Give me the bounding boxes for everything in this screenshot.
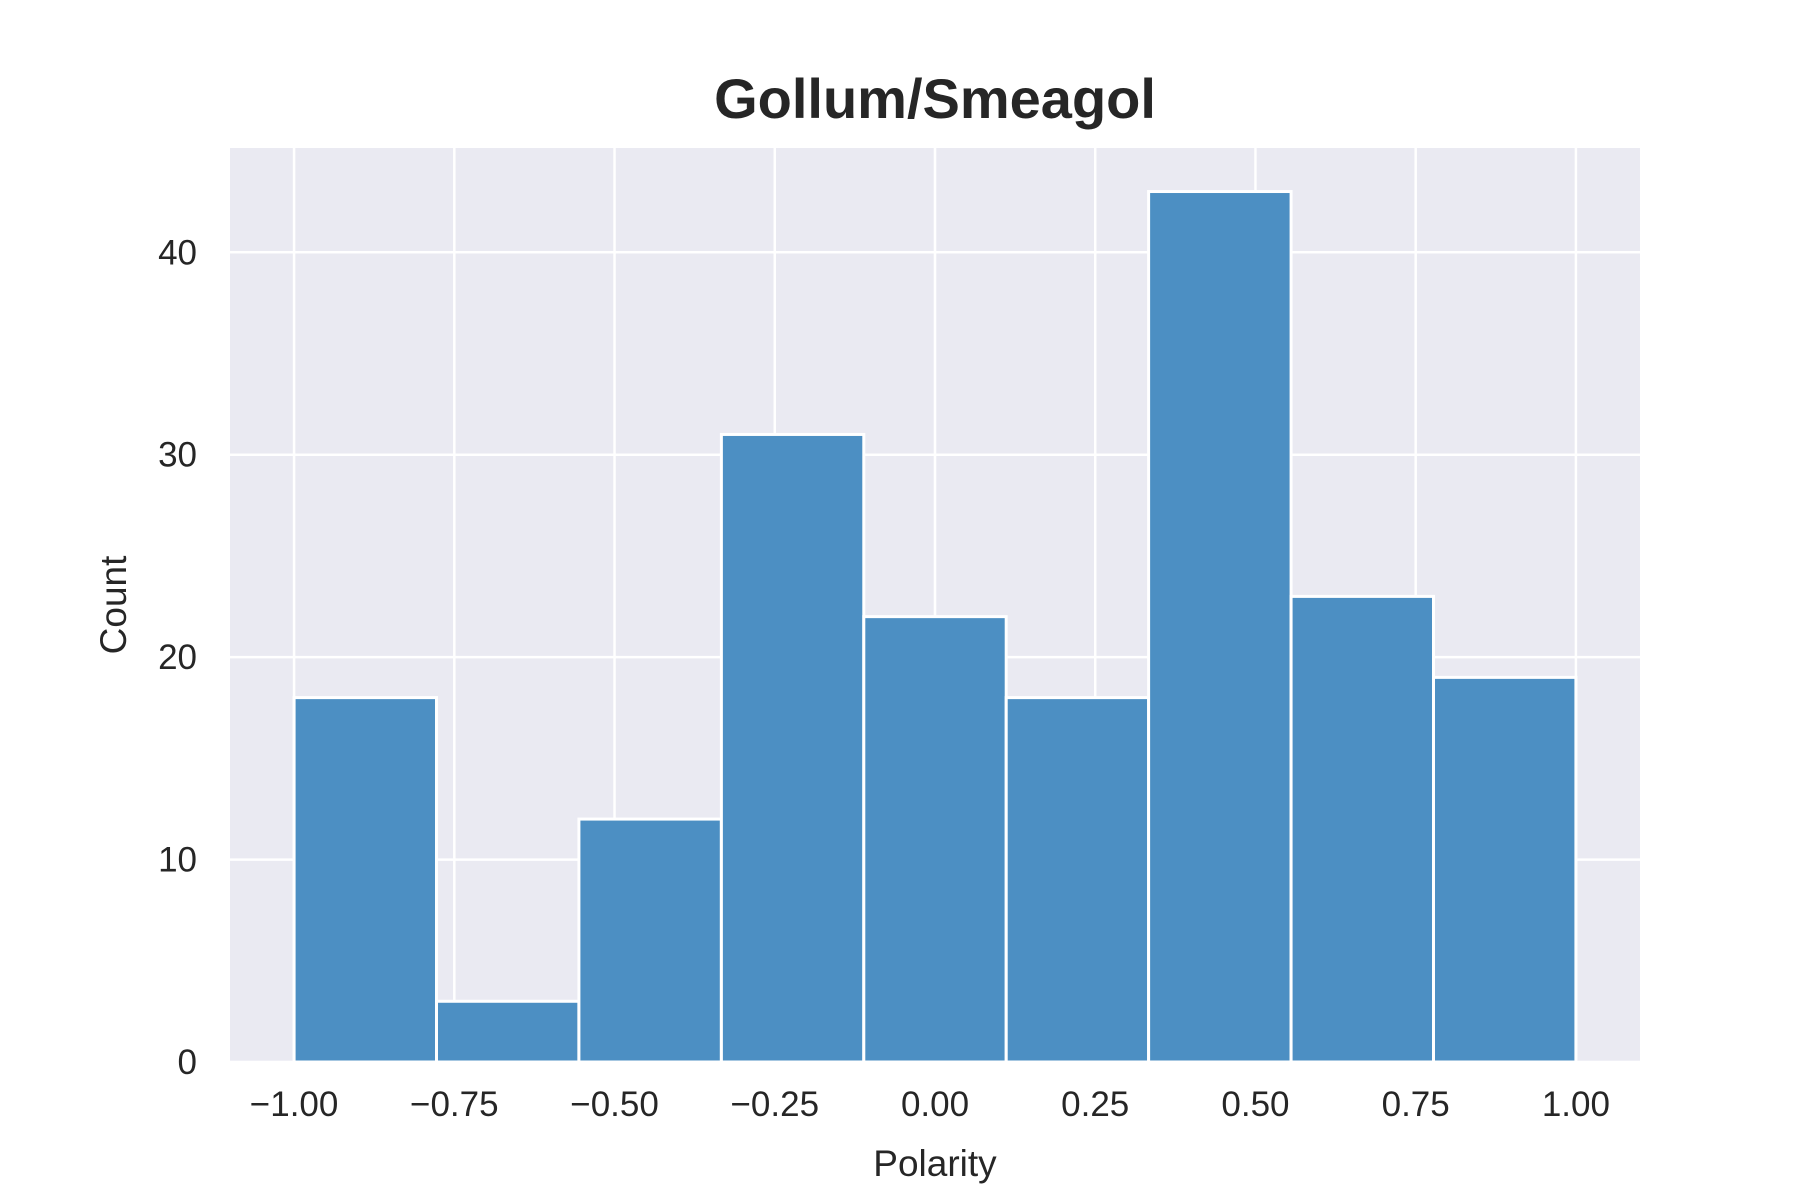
x-tick-label: −0.50 — [570, 1085, 659, 1124]
x-tick-label: −0.75 — [410, 1085, 499, 1124]
histogram-bar — [1289, 594, 1435, 1064]
y-tick-labels: 0 10 20 30 40 — [158, 233, 197, 1082]
y-tick-label: 30 — [158, 436, 197, 475]
histogram-bar — [1147, 190, 1293, 1064]
histogram-bar — [719, 432, 866, 1064]
y-tick-label: 20 — [158, 638, 197, 677]
bars — [292, 190, 1578, 1064]
x-tick-label: −0.25 — [730, 1085, 819, 1124]
x-tick-label: 0.75 — [1382, 1085, 1450, 1124]
x-tick-label: 0.25 — [1061, 1085, 1129, 1124]
x-tick-label: −1.00 — [250, 1085, 339, 1124]
y-tick-label: 40 — [158, 233, 197, 272]
histogram-bar — [1431, 675, 1578, 1064]
x-tick-labels: −1.00 −0.75 −0.50 −0.25 0.00 0.25 0.50 0.75 1.00 — [250, 1085, 1610, 1124]
y-tick-label: 0 — [178, 1043, 197, 1082]
histogram-bar — [1004, 696, 1151, 1064]
x-tick-label: 0.00 — [901, 1085, 969, 1124]
y-tick-label: 10 — [158, 841, 197, 880]
histogram-bar — [577, 817, 723, 1064]
histogram-bar — [292, 696, 439, 1064]
x-axis-label: Polarity — [873, 1143, 997, 1184]
histogram-bar — [862, 615, 1008, 1064]
histogram-bar — [435, 999, 581, 1064]
x-tick-label: 0.50 — [1221, 1085, 1289, 1124]
y-axis-label: Count — [93, 555, 134, 654]
chart-title: Gollum/Smeagol — [714, 67, 1156, 130]
x-tick-label: 1.00 — [1542, 1085, 1610, 1124]
